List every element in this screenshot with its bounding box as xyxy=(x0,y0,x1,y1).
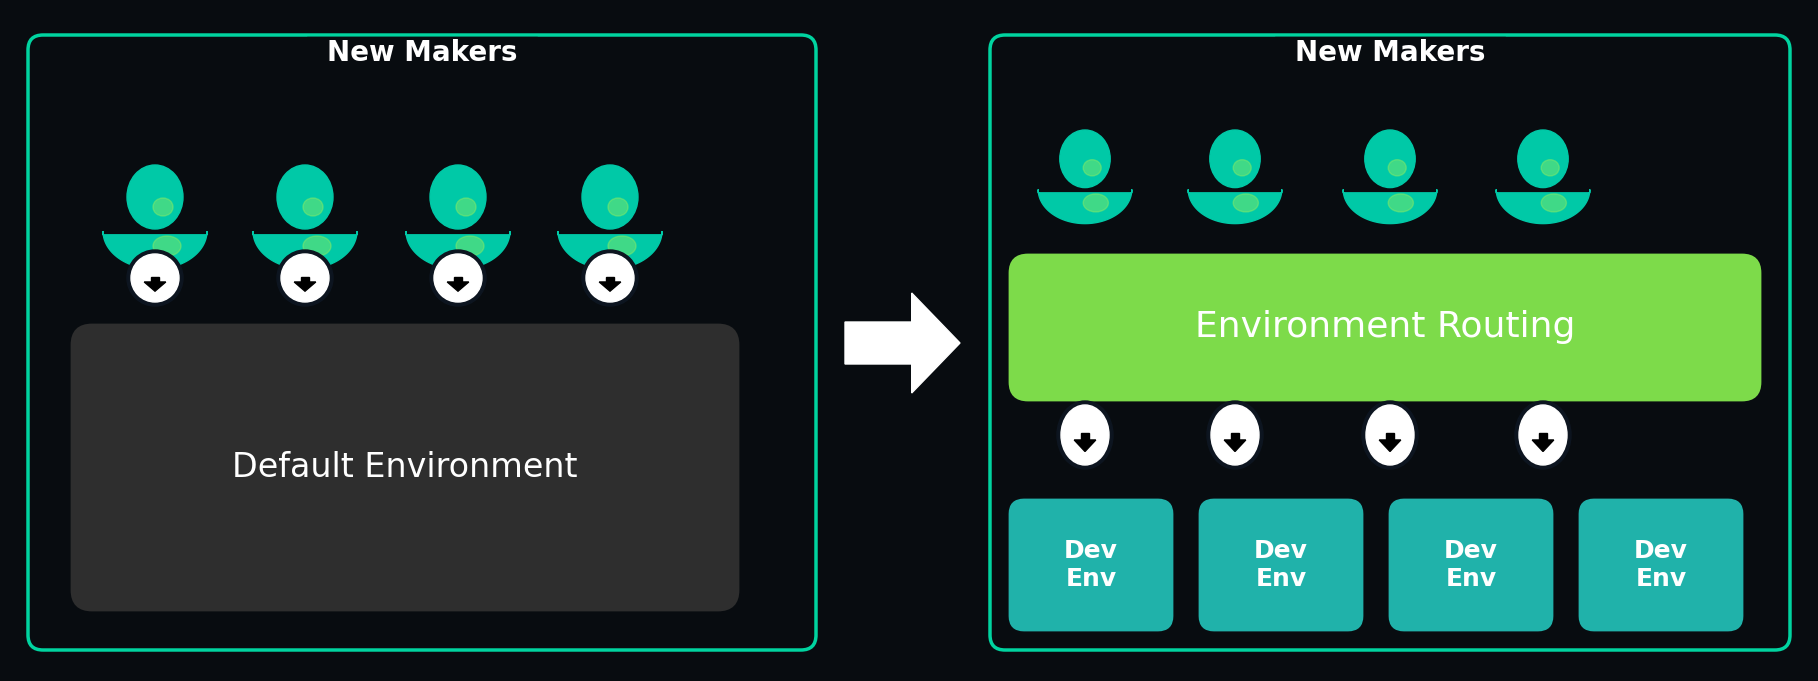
Ellipse shape xyxy=(153,198,173,216)
Ellipse shape xyxy=(282,254,329,302)
Ellipse shape xyxy=(131,254,178,302)
Ellipse shape xyxy=(1060,130,1111,187)
Polygon shape xyxy=(1189,189,1282,223)
Ellipse shape xyxy=(1062,405,1109,465)
Ellipse shape xyxy=(1233,194,1258,212)
Ellipse shape xyxy=(127,165,184,229)
Ellipse shape xyxy=(456,236,484,256)
Polygon shape xyxy=(1385,433,1394,440)
FancyBboxPatch shape xyxy=(1580,500,1742,630)
FancyBboxPatch shape xyxy=(1200,500,1362,630)
Text: Dev
Env: Dev Env xyxy=(1254,539,1307,591)
Text: Dev
Env: Dev Env xyxy=(1064,539,1118,591)
Polygon shape xyxy=(1344,189,1436,223)
Polygon shape xyxy=(605,276,614,282)
Ellipse shape xyxy=(1084,194,1109,212)
Ellipse shape xyxy=(1207,401,1264,469)
Text: Environment Routing: Environment Routing xyxy=(1194,311,1574,345)
Ellipse shape xyxy=(431,250,485,306)
Text: New Makers: New Makers xyxy=(1294,39,1485,67)
Polygon shape xyxy=(1074,440,1096,452)
Polygon shape xyxy=(1533,440,1554,452)
Ellipse shape xyxy=(304,236,331,256)
Polygon shape xyxy=(454,276,462,282)
Polygon shape xyxy=(1380,440,1402,452)
Ellipse shape xyxy=(304,198,324,216)
Polygon shape xyxy=(144,282,165,291)
Text: Default Environment: Default Environment xyxy=(233,451,578,484)
Polygon shape xyxy=(151,276,160,282)
Ellipse shape xyxy=(1233,160,1251,176)
Polygon shape xyxy=(558,231,662,269)
Ellipse shape xyxy=(1542,160,1560,176)
Ellipse shape xyxy=(582,165,638,229)
Polygon shape xyxy=(1538,433,1547,440)
Ellipse shape xyxy=(1362,401,1418,469)
Polygon shape xyxy=(1496,189,1589,223)
Polygon shape xyxy=(845,293,960,393)
Ellipse shape xyxy=(1211,405,1260,465)
FancyBboxPatch shape xyxy=(1011,500,1173,630)
Ellipse shape xyxy=(127,250,184,306)
Ellipse shape xyxy=(1209,130,1260,187)
Text: New Makers: New Makers xyxy=(327,39,518,67)
Ellipse shape xyxy=(1084,160,1102,176)
Polygon shape xyxy=(253,231,356,269)
Polygon shape xyxy=(1231,433,1240,440)
Ellipse shape xyxy=(1518,130,1569,187)
Polygon shape xyxy=(405,231,511,269)
Ellipse shape xyxy=(456,198,476,216)
Text: Dev
Env: Dev Env xyxy=(1634,539,1687,591)
Polygon shape xyxy=(295,282,316,291)
Text: Dev
Env: Dev Env xyxy=(1443,539,1498,591)
Ellipse shape xyxy=(607,236,636,256)
Polygon shape xyxy=(600,282,620,291)
Polygon shape xyxy=(1080,433,1089,440)
Ellipse shape xyxy=(431,165,485,229)
Polygon shape xyxy=(104,231,207,269)
Ellipse shape xyxy=(1056,401,1113,469)
FancyBboxPatch shape xyxy=(1011,255,1760,400)
Ellipse shape xyxy=(153,236,182,256)
Polygon shape xyxy=(1224,440,1245,452)
Ellipse shape xyxy=(435,254,482,302)
FancyBboxPatch shape xyxy=(73,325,738,610)
Ellipse shape xyxy=(1389,194,1413,212)
Ellipse shape xyxy=(1520,405,1567,465)
Ellipse shape xyxy=(1389,160,1405,176)
FancyBboxPatch shape xyxy=(1391,500,1553,630)
Polygon shape xyxy=(447,282,469,291)
Ellipse shape xyxy=(1365,405,1414,465)
Ellipse shape xyxy=(1542,194,1567,212)
Polygon shape xyxy=(1038,189,1133,223)
Ellipse shape xyxy=(276,250,333,306)
Ellipse shape xyxy=(1365,130,1414,187)
Polygon shape xyxy=(300,276,309,282)
Ellipse shape xyxy=(607,198,627,216)
Ellipse shape xyxy=(585,254,634,302)
Ellipse shape xyxy=(276,165,333,229)
Ellipse shape xyxy=(1514,401,1571,469)
Ellipse shape xyxy=(582,250,638,306)
